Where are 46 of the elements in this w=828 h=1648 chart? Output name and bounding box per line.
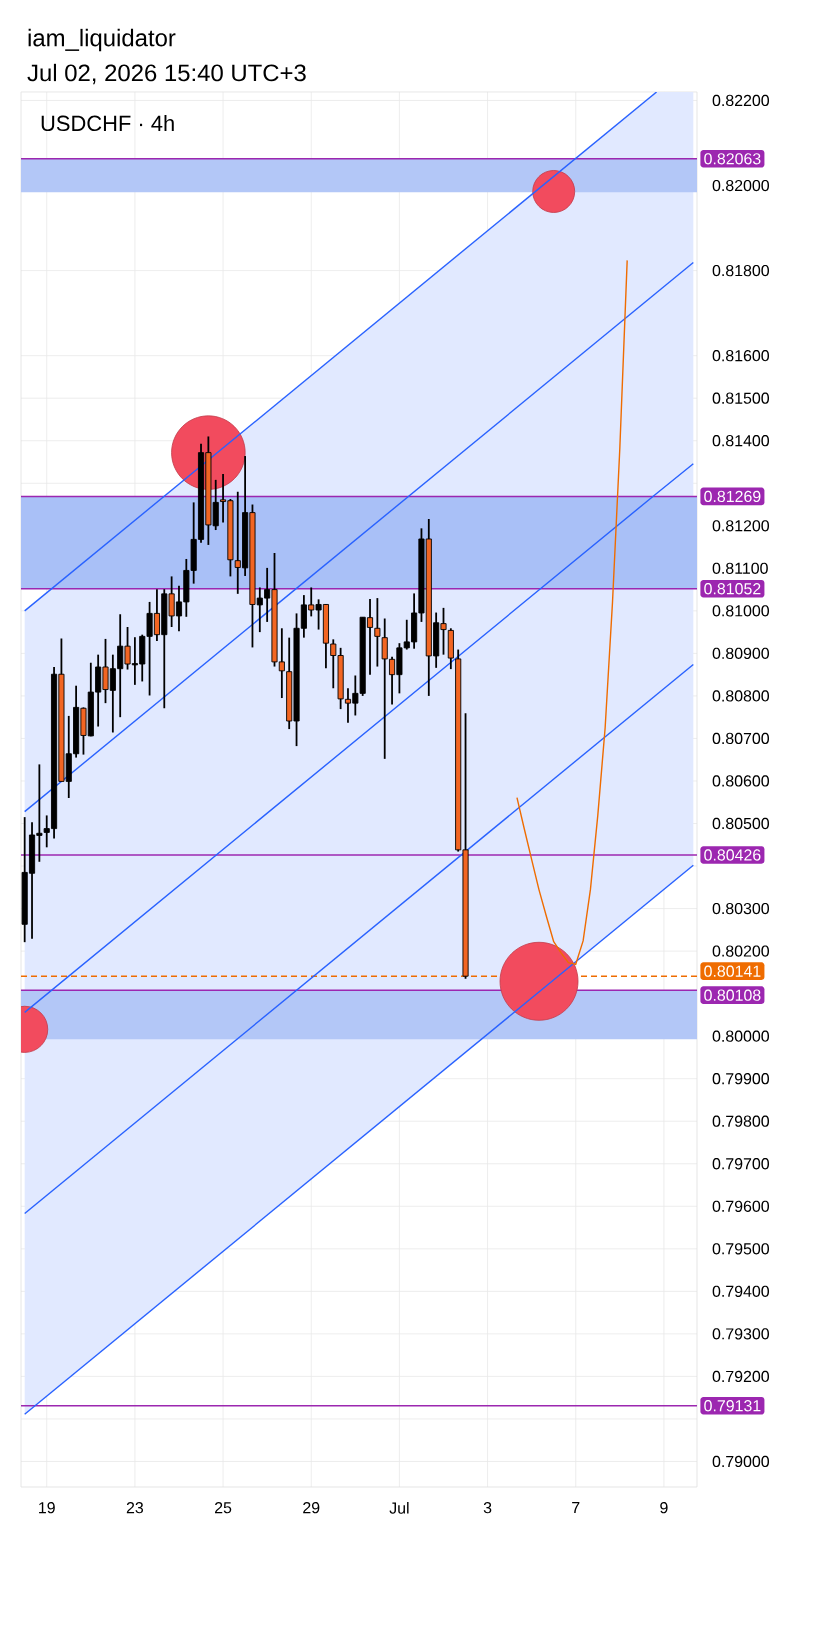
ref-line-label: 0.80141 bbox=[704, 965, 761, 977]
text: Jul 02, 2026 15:40 UTC+3 bbox=[27, 63, 306, 85]
x-tick-label: Jul bbox=[389, 1502, 409, 1514]
text: USDCHF · 4h bbox=[41, 115, 174, 132]
y-tick-label: 0.81000 bbox=[712, 605, 770, 617]
y-tick-label: 0.79300 bbox=[712, 1328, 770, 1340]
y-tick-label: 0.81400 bbox=[712, 435, 770, 447]
x-tick-label: 7 bbox=[572, 1502, 580, 1513]
x-tick-label: 19 bbox=[39, 1502, 55, 1514]
text: iam_liquidator bbox=[28, 28, 176, 52]
x-tick-label: 23 bbox=[126, 1502, 144, 1514]
y-tick-label: 0.81800 bbox=[712, 264, 770, 277]
x-tick-label: 29 bbox=[303, 1502, 320, 1514]
y-tick-label: 0.80700 bbox=[712, 732, 770, 745]
y-tick-label: 0.80600 bbox=[712, 775, 770, 787]
y-tick-label: 0.79800 bbox=[712, 1115, 770, 1127]
ref-line-label: 0.80426 bbox=[704, 849, 761, 861]
ref-line-label: 0.79131 bbox=[704, 1400, 761, 1412]
y-tick-label: 0.80200 bbox=[712, 945, 770, 957]
y-tick-label: 0.80900 bbox=[712, 647, 770, 660]
y-tick-label: 0.79700 bbox=[712, 1158, 770, 1170]
y-tick-label: 0.80500 bbox=[712, 817, 770, 830]
y-tick-label: 0.79900 bbox=[712, 1073, 770, 1085]
y-tick-label: 0.82200 bbox=[712, 94, 770, 107]
y-tick-label: 0.80300 bbox=[712, 902, 770, 915]
ref-line-label: 0.81269 bbox=[704, 490, 761, 503]
ref-line-label: 0.80108 bbox=[704, 989, 761, 1001]
y-tick-label: 0.79500 bbox=[712, 1243, 770, 1255]
y-tick-label: 0.81100 bbox=[712, 562, 768, 574]
y-tick-label: 0.79600 bbox=[712, 1200, 770, 1212]
y-tick-label: 0.81500 bbox=[712, 392, 770, 404]
x-tick-label: 9 bbox=[660, 1502, 668, 1514]
y-tick-label: 0.80800 bbox=[712, 690, 770, 702]
x-tick-label: 3 bbox=[483, 1502, 492, 1514]
candlestick bbox=[374, 597, 381, 668]
y-tick-label: 0.80000 bbox=[712, 1030, 770, 1042]
y-tick-label: 0.79000 bbox=[712, 1455, 770, 1468]
ref-line-label: 0.82063 bbox=[704, 153, 761, 165]
x-tick-label: 25 bbox=[215, 1502, 232, 1514]
ref-line-label: 0.81052 bbox=[704, 583, 761, 595]
line-series bbox=[516, 259, 628, 965]
y-tick-label: 0.81200 bbox=[712, 520, 770, 532]
y-tick-label: 0.82000 bbox=[712, 179, 770, 192]
y-tick-label: 0.81600 bbox=[712, 350, 770, 362]
y-tick-label: 0.79400 bbox=[712, 1285, 770, 1297]
y-tick-label: 0.79200 bbox=[712, 1370, 770, 1383]
